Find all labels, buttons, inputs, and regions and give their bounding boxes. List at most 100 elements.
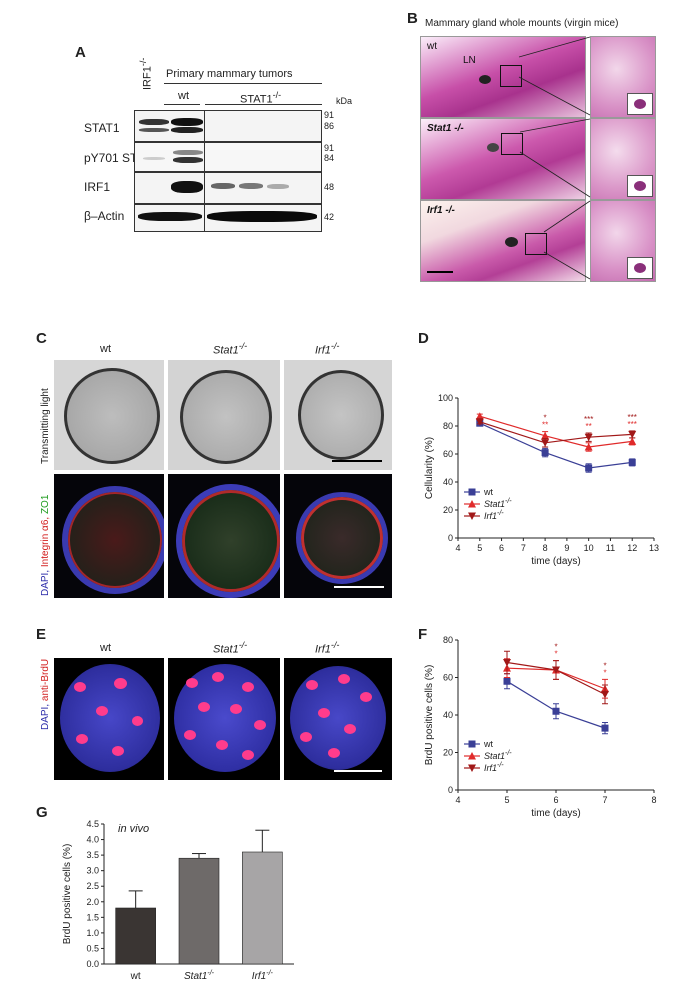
- legend-label-irf1: Irf1-/-: [484, 762, 504, 773]
- x-tick-label: 4: [455, 543, 460, 553]
- x-tick-label: 7: [521, 543, 526, 553]
- data-point-wt: [628, 458, 636, 466]
- chart-f: 0 20 40 60 80 4 5 6 7 8 time (days) BrdU positive c…: [424, 635, 657, 819]
- scale-bar-c2: [334, 586, 384, 588]
- significance-marker: *: [603, 668, 606, 677]
- scale-bar-e: [334, 770, 382, 772]
- data-point-stat1: [628, 437, 637, 445]
- legend-label-wt: wt: [483, 487, 493, 497]
- legend-marker: [468, 500, 476, 508]
- c-col-irf1: Irf1-/-: [315, 341, 340, 357]
- y-tick-label: 2.0: [86, 897, 99, 907]
- blot-pstat1: [134, 142, 322, 172]
- x-tick-label: 9: [564, 543, 569, 553]
- blot-label-irf1: IRF1: [84, 180, 111, 194]
- c-row1-label: Transmitting light: [40, 388, 51, 464]
- y-tick-label: 0: [448, 785, 453, 795]
- legend-marker: [468, 512, 476, 520]
- y-axis-label: BrdU positive cells (%): [424, 665, 435, 766]
- scale-bar-c1: [332, 460, 382, 462]
- wt-line: [164, 104, 200, 105]
- y-axis-label: BrdU positive cells (%): [62, 844, 73, 945]
- significance-marker: **: [542, 421, 548, 430]
- x-tick-label: 13: [649, 543, 659, 553]
- y-axis-label: Cellularity (%): [424, 437, 435, 499]
- c-col-stat1: Stat1-/-: [213, 341, 248, 357]
- e-brdu-irf1: [284, 658, 392, 780]
- x-tick-label: 6: [553, 795, 558, 805]
- y-tick-label: 0.5: [86, 943, 99, 953]
- data-point-irf1: [552, 666, 560, 674]
- legend-marker: [468, 488, 476, 496]
- y-tick-label: 60: [443, 449, 453, 459]
- x-tick-label: 7: [602, 795, 607, 805]
- wholemount-irf1-label: Irf1 -/-: [427, 205, 455, 216]
- e-col-wt: wt: [100, 642, 111, 654]
- significance-marker: **: [586, 422, 592, 431]
- blot-actin: [134, 204, 322, 232]
- inset-irf1: [627, 257, 653, 279]
- data-point-irf1: [541, 439, 550, 447]
- legend-marker: [468, 764, 476, 772]
- y-tick-label: 80: [443, 635, 453, 645]
- data-point-irf1: [475, 418, 484, 426]
- y-tick-label: 3.5: [86, 850, 99, 860]
- legend-label-stat1: Stat1-/-: [484, 498, 512, 509]
- marker-91b: 91: [324, 143, 335, 153]
- x-axis-label: time (days): [531, 556, 580, 567]
- significance-marker: ***: [628, 413, 637, 422]
- bar-wt: [115, 907, 156, 965]
- series-line-irf1: [479, 421, 633, 444]
- wholemount-stat1: Stat1 -/-: [420, 118, 586, 200]
- lymph-node-label: LN: [463, 55, 476, 66]
- data-point-irf1: [628, 430, 637, 439]
- inset-wt: [627, 93, 653, 115]
- header-line: [164, 83, 322, 84]
- significance-marker: ***: [628, 420, 637, 429]
- panel-a-label: A: [75, 44, 86, 61]
- panel-d-label: D: [418, 330, 429, 347]
- wholemount-stat1-label: Stat1 -/-: [427, 123, 464, 134]
- panel-b-label: B: [407, 10, 418, 27]
- x-axis-label: time (days): [531, 808, 580, 819]
- y-tick-label: 40: [443, 710, 453, 720]
- data-point-irf1: [601, 690, 609, 699]
- x-tick-label: 10: [584, 543, 594, 553]
- c-light-irf1: [284, 360, 392, 470]
- y-tick-label: 20: [443, 748, 453, 758]
- c-fluor-stat1: [168, 474, 280, 598]
- chart-g: 0.0 0.5 1.0 1.5 2.0 2.5 3.0 3.5 4.0 4.5 BrdU posit…: [62, 819, 294, 982]
- panel-f-label: F: [418, 626, 428, 643]
- data-point-wt: [585, 464, 593, 472]
- data-point-irf1: [584, 433, 593, 442]
- chart-d: 0 20 40 60 80 100 4 5 6 7 8 9 10 11 12 13 time (days) Cel…: [424, 393, 659, 567]
- zoom-irf1: [590, 200, 656, 282]
- y-tick-label: 2.5: [86, 881, 99, 891]
- lymph-node-stat1: [487, 143, 499, 152]
- data-point-wt: [601, 724, 609, 732]
- panel-e-label: E: [36, 626, 47, 643]
- x-tick-label: 5: [504, 795, 509, 805]
- x-tick-label: 5: [477, 543, 482, 553]
- marker-84: 84: [324, 153, 335, 163]
- y-tick-label: 3.0: [86, 866, 99, 876]
- significance-marker: ***: [584, 415, 593, 424]
- y-tick-label: 1.5: [86, 912, 99, 922]
- data-point-irf1: [503, 659, 511, 667]
- data-point-stat1: [541, 431, 550, 440]
- significance-marker: *: [554, 643, 557, 652]
- marker-91a: 91: [324, 110, 335, 120]
- stat1-line: [205, 104, 322, 105]
- scale-bar-b: [427, 271, 453, 273]
- y-tick-label: 0: [448, 533, 453, 543]
- y-tick-label: 20: [443, 505, 453, 515]
- y-tick-label: 100: [438, 393, 453, 403]
- wholemount-wt-label: wt: [427, 41, 437, 52]
- y-tick-label: 60: [443, 673, 453, 683]
- data-point-stat1: [584, 443, 593, 451]
- panel-b-connectors: [518, 36, 591, 280]
- e-brdu-stat1: [168, 658, 280, 780]
- marker-42: 42: [324, 212, 335, 222]
- kda-label: kDa: [336, 96, 353, 106]
- e-col-stat1: Stat1-/-: [213, 640, 248, 656]
